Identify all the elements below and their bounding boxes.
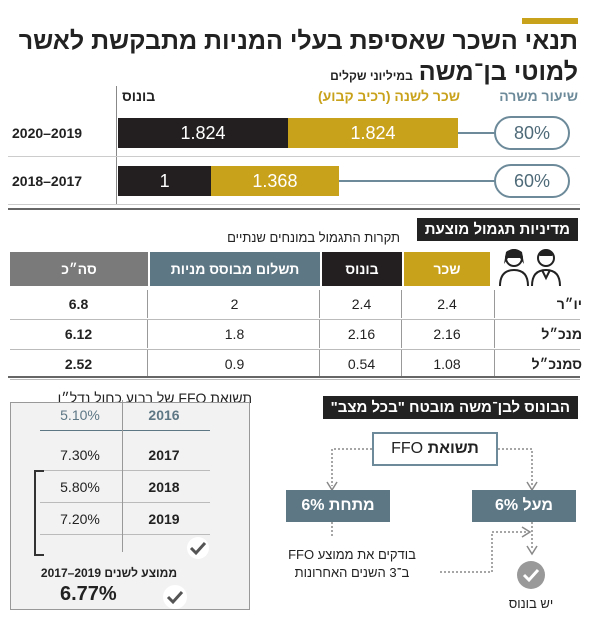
rate-header: שיעור משרה: [499, 88, 578, 104]
page-subtitle: למוטי בן־משה במיליוני שקלים: [330, 58, 578, 87]
policy-col-header: שכר: [404, 252, 490, 286]
policy-cell: 6.8: [10, 290, 148, 318]
ffo-panel: [10, 402, 250, 610]
policy-cell: 2.16: [322, 320, 402, 348]
connector-line: [458, 132, 500, 134]
ffo-year: 2018: [148, 479, 180, 495]
policy-row-label: יו״ר: [494, 290, 586, 318]
policy-row-divider: [10, 319, 580, 320]
policy-cell: 6.12: [10, 320, 148, 348]
ffo-value: 5.10%: [60, 407, 100, 423]
ffo-value: 7.30%: [60, 447, 100, 463]
row-divider: [8, 156, 580, 157]
section-divider-2: [8, 376, 580, 378]
ffo-col-divider: [122, 400, 123, 552]
policy-cell: 0.9: [150, 350, 320, 378]
policy-cell: 2.4: [437, 296, 457, 312]
policy-cell: 2.52: [10, 350, 148, 378]
policy-section-title: מדיניות תגמול מוצעת: [416, 218, 578, 241]
salary-bar: 1.824: [288, 118, 458, 148]
ffo-row-divider: [40, 534, 210, 535]
section-divider: [8, 208, 580, 210]
page-title: תנאי השכר שאסיפת בעלי המניות מתבקשת לאשר: [18, 27, 578, 55]
ffo-row-divider: [40, 470, 210, 471]
ffo-year: 2017: [148, 447, 180, 463]
scheme-top-plain: FFO: [391, 440, 424, 457]
scheme-top-box: תשואת FFO: [372, 432, 498, 466]
ffo-year: 2016: [148, 407, 180, 423]
salary-bar: 1.368: [211, 166, 339, 196]
people-icon: [499, 249, 561, 287]
policy-row-divider: [10, 349, 580, 350]
policy-col-header: תשלום מבוסס מניות: [150, 252, 320, 286]
scheme-title: הבונוס לבן־משה מובטח "בכל מצב": [322, 396, 578, 419]
policy-cell: 1.08: [433, 356, 461, 372]
check-icon: [186, 536, 210, 565]
average-value: 6.77%: [60, 583, 117, 605]
policy-row-label: סמנכ״ל: [494, 350, 586, 378]
policy-cell: 2: [150, 290, 320, 318]
policy-caption: תקרות התגמול במונחים שנתיים: [227, 230, 400, 245]
result-label: יש בונוס: [508, 596, 554, 611]
ffo-value: 7.20%: [60, 511, 100, 527]
connector-line: [338, 180, 500, 182]
ffo-row-divider: [40, 430, 210, 431]
policy-row-label: מנכ״ל: [494, 320, 586, 348]
policy-col-header: בונוס: [322, 252, 402, 286]
row-divider: [8, 204, 580, 205]
below-box: מתחת 6%: [286, 490, 390, 522]
ffo-value: 5.80%: [60, 479, 100, 495]
policy-cell: 2.4: [322, 290, 402, 318]
average-label: ממוצע לשנים 2019–2017: [40, 566, 178, 580]
ffo-row-divider: [40, 502, 210, 503]
salary-header: שכר לשנה (רכיב קבוע): [317, 88, 460, 104]
bonus-bar: 1.824: [118, 118, 288, 148]
period-label: 2020–2019: [12, 125, 83, 141]
policy-col-header: סה״כ: [10, 252, 148, 286]
above-box: מעל 6%: [472, 490, 576, 522]
policy-cell: 2.16: [433, 326, 461, 342]
ffo-year: 2019: [148, 511, 180, 527]
policy-cell: 1.8: [150, 320, 320, 348]
bracket: [34, 470, 44, 556]
scheme-top-bold: תשואת: [427, 440, 479, 457]
accent-bar: [522, 18, 578, 24]
policy-cell: 0.54: [322, 350, 402, 378]
result-check-icon: [516, 560, 546, 595]
bonus-header: בונוס: [122, 88, 156, 104]
below-note-line2: ב־3 השנים האחרונות: [294, 565, 410, 580]
rate-pill: 80%: [494, 116, 570, 150]
bonus-bar: 1: [118, 166, 212, 196]
period-label: 2018–2017: [12, 173, 83, 189]
subtitle-note: במיליוני שקלים: [330, 69, 413, 83]
axis-line: [116, 86, 117, 204]
below-note-line1: בודקים את ממוצע FFO: [288, 547, 416, 562]
check-icon: [162, 584, 188, 615]
below-note: בודקים את ממוצע FFO ב־3 השנים האחרונות: [262, 546, 442, 582]
people-icons: [486, 248, 578, 288]
policy-row-divider: [10, 379, 580, 380]
rate-pill: 60%: [494, 164, 570, 198]
subtitle-text: למוטי בן־משה: [418, 58, 578, 86]
